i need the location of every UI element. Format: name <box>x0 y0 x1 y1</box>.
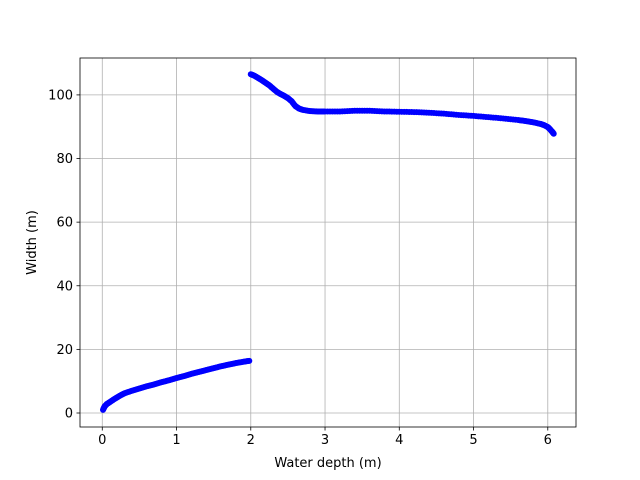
grid <box>80 58 576 427</box>
data-point <box>246 357 253 364</box>
y-axis-label: Width (m) <box>25 210 40 275</box>
data-points <box>100 71 557 413</box>
x-tick-label: 0 <box>98 433 106 448</box>
y-tick-label: 100 <box>48 88 73 103</box>
y-tick-label: 80 <box>56 152 73 167</box>
x-tick-label: 5 <box>469 433 477 448</box>
plot-frame <box>79 57 577 428</box>
x-axis-ticks: 0 1 2 3 4 5 6 <box>98 427 552 448</box>
data-series-2 <box>247 71 557 137</box>
y-tick-label: 20 <box>56 343 73 358</box>
y-tick-label: 0 <box>65 407 73 422</box>
x-tick-label: 1 <box>172 433 180 448</box>
x-tick-label: 2 <box>247 433 255 448</box>
y-tick-label: 60 <box>56 216 73 231</box>
y-tick-label: 40 <box>56 279 73 294</box>
data-point <box>550 130 557 137</box>
x-tick-label: 6 <box>544 433 552 448</box>
x-tick-label: 4 <box>395 433 403 448</box>
x-axis-label: Water depth (m) <box>274 456 381 471</box>
y-axis-ticks: 0 20 40 60 80 100 <box>48 88 80 422</box>
x-tick-label: 3 <box>321 433 329 448</box>
data-series-1 <box>100 357 253 413</box>
